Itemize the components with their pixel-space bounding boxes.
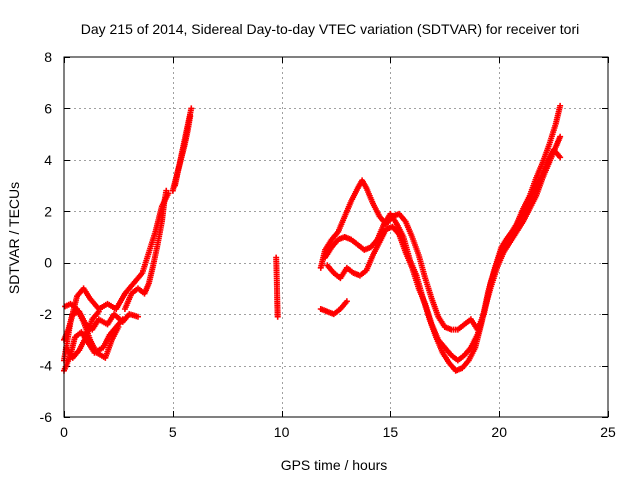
y-tick-label-2: -2 [40,306,53,322]
x-tick-label-4: 20 [491,424,507,440]
x-tick-label-1: 5 [169,424,177,440]
x-tick-label-3: 15 [383,424,399,440]
data-point-293 [115,324,122,330]
x-tick-label-2: 10 [274,424,290,440]
x-tick-labels: 0 5 10 15 20 25 [60,424,616,440]
data-point-475 [187,113,194,120]
x-axis-label: GPS time / hours [281,457,388,473]
axis-ticks [64,57,609,418]
data-point-438 [188,105,195,112]
y-axis-label: SDTVAR / TECUs [6,182,22,294]
data-point-1007 [557,154,564,161]
data-point-1270 [343,298,350,305]
y-tick-label-3: 0 [44,255,52,271]
data-point-394 [163,187,170,194]
data-point-1252 [557,133,564,140]
y-tick-labels: -6 -4 -2 0 2 4 6 8 [40,49,53,425]
y-tick-label-6: 6 [44,100,52,116]
chart-title: Day 215 of 2014, Sidereal Day-to-day VTE… [81,21,580,37]
data-point-326 [95,308,102,315]
y-tick-label-1: -4 [40,358,53,374]
y-tick-label-0: -6 [40,409,53,425]
data-point-751 [557,102,564,109]
x-tick-label-5: 25 [600,424,616,440]
data-points [61,102,564,374]
plot-frame [63,56,609,418]
x-tick-label-0: 0 [60,424,68,440]
y-tick-label-4: 2 [44,203,52,219]
data-point-185 [134,313,141,320]
data-point-241 [119,316,126,323]
data-point-1300 [274,313,281,320]
y-tick-label-7: 8 [44,49,52,65]
y-tick-label-5: 4 [44,152,52,168]
